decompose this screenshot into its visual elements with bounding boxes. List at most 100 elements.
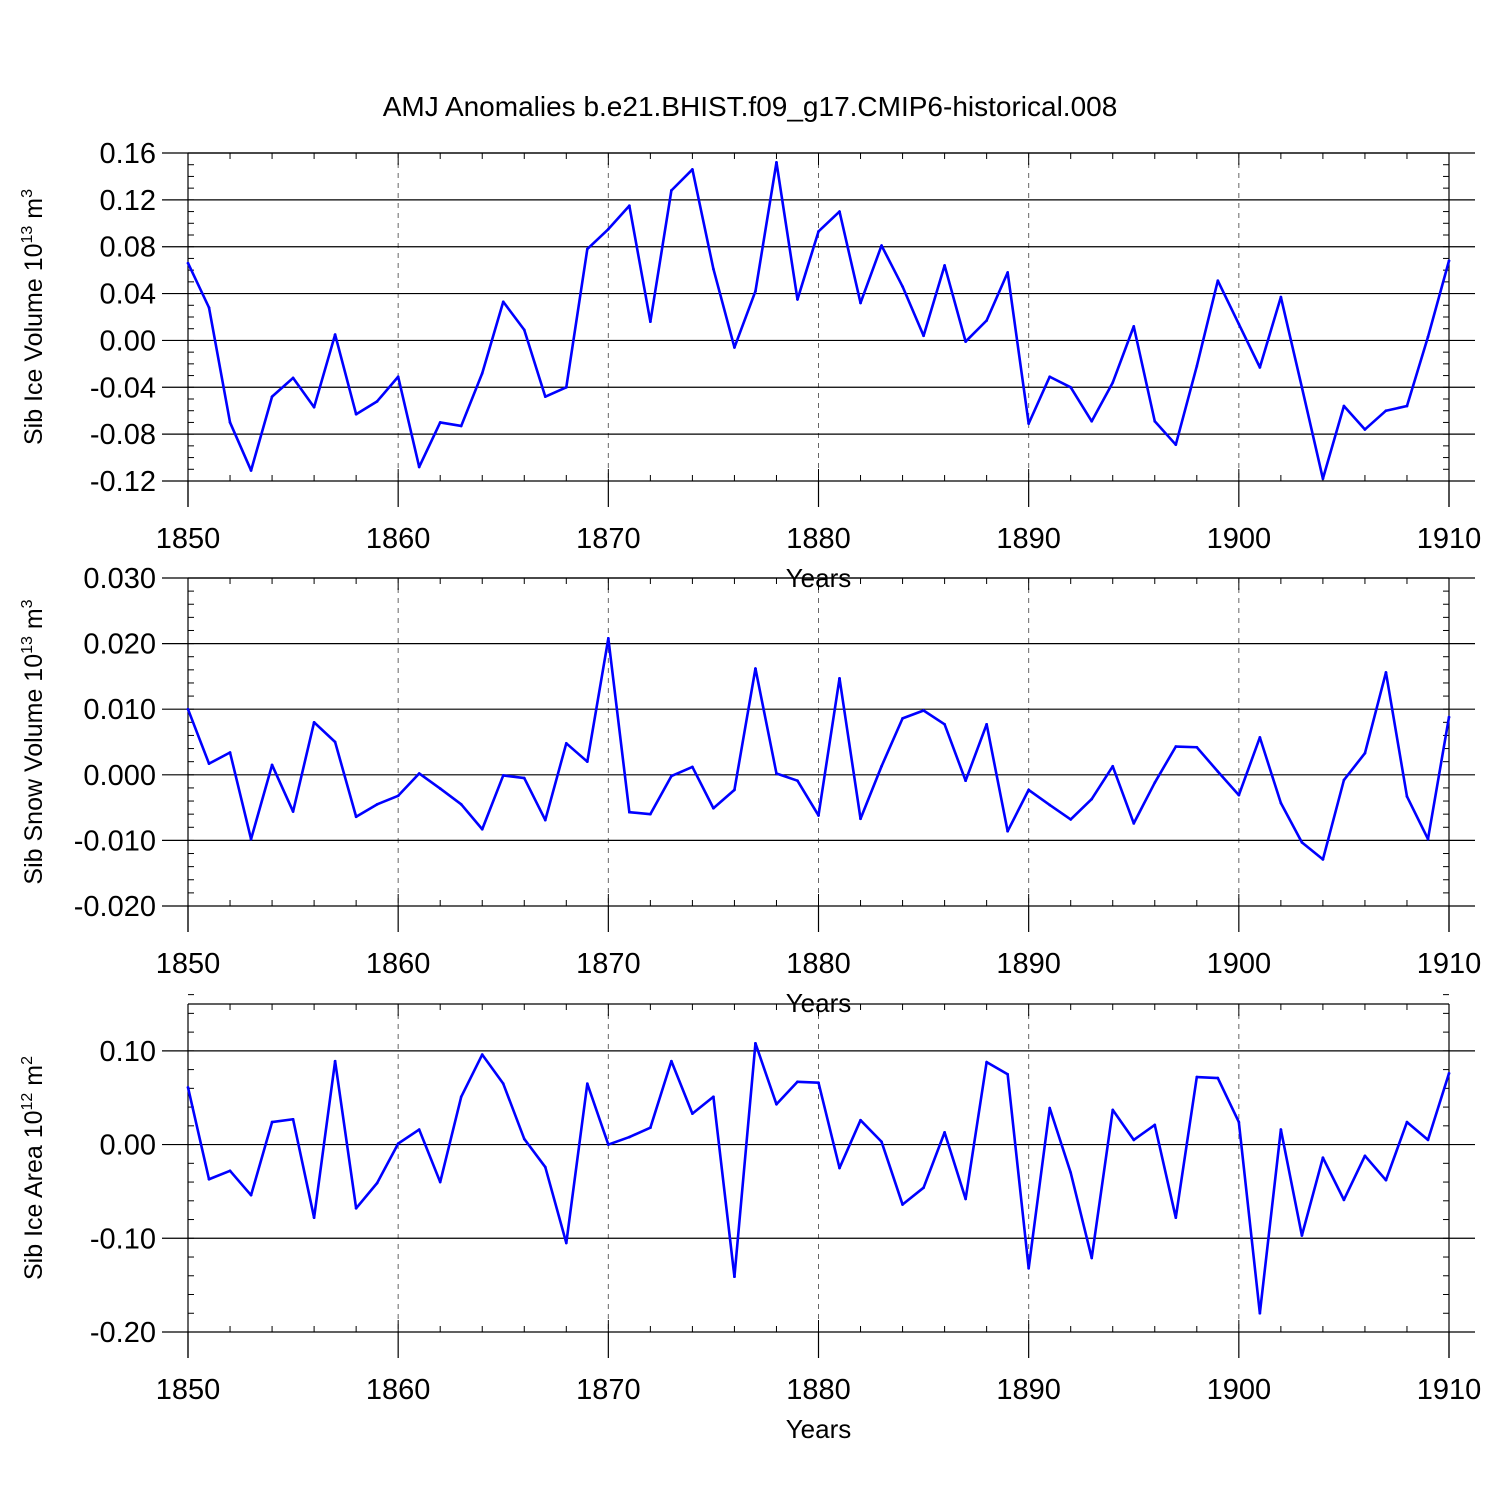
series-segment: [438, 1095, 463, 1184]
data-point: [628, 810, 631, 814]
series-segment: [901, 709, 925, 720]
data-point: [333, 740, 337, 744]
data-point: [607, 227, 610, 231]
series-segment: [670, 168, 694, 192]
data-point: [312, 1216, 316, 1219]
data-point: [922, 334, 925, 338]
series-segment: [1111, 1108, 1136, 1142]
data-point: [1027, 1266, 1030, 1270]
series-segment: [312, 721, 337, 744]
data-point: [649, 812, 652, 816]
data-point: [1195, 1075, 1199, 1079]
data-point: [375, 803, 379, 806]
y-axis-label: Sib Ice Volume 1013 m3: [19, 189, 48, 445]
data-point: [1342, 1198, 1346, 1202]
panel-sib-ice-area: -0.20 -0.10 0.00 0.10 1850 1860 1870 1880 1890 19…: [19, 994, 1482, 1444]
series-segment: [922, 709, 946, 726]
data-point: [291, 1117, 295, 1121]
data-point: [1216, 770, 1220, 773]
data-point: [901, 1203, 904, 1206]
series-segment: [480, 300, 505, 375]
series-segment: [775, 1080, 799, 1106]
series-segment: [628, 1126, 652, 1139]
series-segment: [207, 306, 232, 424]
series-segment: [333, 333, 358, 416]
series-segment: [796, 1080, 820, 1085]
data-point: [1300, 841, 1304, 844]
series-segment: [396, 772, 421, 798]
series-segment: [838, 677, 862, 821]
data-point: [1405, 1120, 1409, 1124]
data-point: [1321, 477, 1325, 480]
data-point: [649, 1126, 652, 1130]
series-segment: [312, 333, 337, 409]
data-point: [1258, 366, 1262, 369]
y-axis-label-text: Sib Ice Volume 10: [20, 243, 48, 445]
series-segment: [1300, 841, 1325, 861]
y-axis-label-exp: 13: [19, 636, 36, 654]
data-point: [207, 1177, 211, 1181]
series-segment: [796, 779, 820, 817]
data-point: [543, 818, 547, 822]
series-segment: [586, 1082, 610, 1146]
y-tick-label: 0.04: [100, 279, 156, 311]
data-point: [1237, 1120, 1241, 1124]
data-point: [1069, 818, 1072, 821]
data-point: [1384, 1178, 1388, 1182]
data-point: [375, 1181, 379, 1185]
data-point: [1447, 1072, 1451, 1075]
data-point: [922, 1186, 925, 1189]
series-segment: [396, 375, 421, 469]
series-segment: [607, 1135, 631, 1146]
series-segment: [1300, 385, 1325, 480]
data-point: [1132, 1138, 1136, 1142]
data-point: [249, 837, 253, 841]
data-point: [586, 247, 589, 251]
series-segment: [249, 395, 274, 472]
data-point: [649, 320, 652, 323]
data-point: [1006, 829, 1009, 833]
data-point: [1153, 1123, 1157, 1127]
data-point: [354, 815, 358, 819]
series-segment: [901, 1186, 925, 1206]
series-segment: [1090, 764, 1115, 801]
data-point: [1111, 764, 1115, 768]
y-axis-label: Sib Snow Volume 1013 m3: [19, 599, 48, 884]
series-segment: [459, 371, 484, 428]
series-segment: [880, 717, 904, 768]
x-tick-label: 1850: [156, 523, 221, 555]
data-point: [1363, 1154, 1367, 1158]
series-segment: [943, 264, 967, 343]
series-segment: [1279, 801, 1304, 844]
series-segment: [901, 285, 925, 338]
y-axis-label-unit: m: [20, 608, 48, 636]
series-segment: [564, 1082, 589, 1245]
y-axis-label-exp: 12: [19, 1093, 36, 1111]
data-point: [501, 1082, 505, 1085]
series-segment: [480, 774, 505, 831]
series-segment: [796, 230, 820, 301]
data-point: [1195, 745, 1199, 749]
x-tick-label: 1910: [1417, 1374, 1482, 1406]
series-segment: [880, 1140, 904, 1206]
y-axis-label-unit-exp: 3: [19, 599, 36, 608]
series-segment: [291, 721, 316, 813]
series-segment: [1174, 745, 1199, 749]
series-segment: [354, 803, 379, 819]
data-point: [354, 412, 358, 416]
data-point: [943, 722, 946, 726]
data-point: [1426, 1138, 1430, 1142]
data-point: [522, 776, 526, 780]
series-segment: [817, 210, 841, 233]
data-point: [1363, 751, 1367, 755]
data-point: [312, 721, 316, 724]
data-point: [501, 300, 505, 304]
data-point: [1069, 1171, 1072, 1174]
y-tick-label: -0.020: [74, 891, 156, 923]
data-point: [1279, 801, 1283, 805]
series-segment: [712, 1095, 736, 1279]
y-axis-label-text: Sib Ice Area 10: [20, 1110, 48, 1280]
data-point: [480, 1053, 484, 1056]
data-point: [775, 161, 778, 164]
series-segment: [1027, 788, 1051, 807]
